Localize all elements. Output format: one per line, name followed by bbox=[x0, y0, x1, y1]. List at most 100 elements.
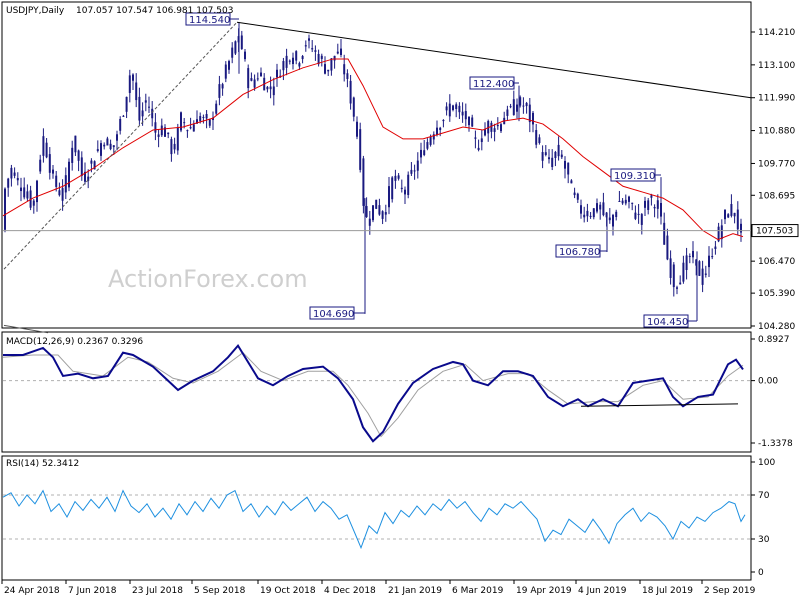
candle-body bbox=[228, 61, 230, 70]
candle-body bbox=[580, 205, 582, 214]
candle-body bbox=[506, 109, 509, 116]
candle-body bbox=[493, 128, 496, 132]
x-tick-label: 6 Mar 2019 bbox=[452, 586, 504, 596]
candle-body bbox=[327, 69, 330, 72]
candle-body bbox=[477, 147, 480, 150]
candle-body bbox=[701, 268, 704, 285]
candle-body bbox=[400, 187, 403, 189]
candle-body bbox=[10, 167, 13, 179]
candle-body bbox=[285, 55, 288, 68]
candle-body bbox=[647, 200, 650, 210]
candle-body bbox=[711, 256, 714, 258]
candle-body bbox=[544, 152, 547, 155]
candle-body bbox=[324, 64, 326, 74]
candle-body bbox=[148, 106, 150, 108]
x-tick-label: 21 Jan 2019 bbox=[388, 586, 442, 596]
candle-body bbox=[176, 127, 179, 151]
falling-trendline bbox=[236, 21, 752, 99]
candle-body bbox=[196, 119, 198, 124]
candle-body bbox=[4, 188, 6, 230]
candle-body bbox=[538, 137, 541, 143]
candle-body bbox=[180, 112, 182, 131]
candle-body bbox=[100, 143, 102, 156]
candle-body bbox=[541, 152, 544, 161]
candle-body bbox=[20, 187, 22, 192]
rsi-label: RSI(14) 52.3412 bbox=[6, 459, 79, 469]
candle-body bbox=[628, 196, 630, 202]
candle-body bbox=[404, 189, 406, 195]
candle-body bbox=[727, 214, 730, 218]
candle-body bbox=[500, 124, 502, 132]
candle-body bbox=[570, 180, 573, 184]
price-ytick-label: 105.390 bbox=[758, 289, 795, 299]
candle-body bbox=[557, 144, 560, 157]
candle-body bbox=[311, 48, 314, 50]
price-annotation-label: 114.540 bbox=[189, 15, 230, 26]
candle-body bbox=[599, 204, 602, 210]
candle-body bbox=[45, 142, 48, 158]
candle-body bbox=[250, 78, 253, 81]
candle-body bbox=[452, 105, 454, 111]
candle-body bbox=[724, 209, 726, 220]
candle-body bbox=[87, 176, 90, 181]
candle-body bbox=[122, 115, 125, 117]
rsi-ytick-label: 0 bbox=[758, 568, 764, 578]
candle-body bbox=[551, 157, 554, 168]
candle-body bbox=[634, 212, 637, 219]
candle-body bbox=[231, 47, 234, 58]
chart-ohlc: 107.057 107.547 106.981 107.503 bbox=[76, 6, 233, 16]
candle-body bbox=[301, 56, 304, 60]
candle-body bbox=[359, 129, 362, 170]
candle-body bbox=[304, 45, 307, 47]
candle-body bbox=[413, 170, 416, 172]
candle-body bbox=[356, 121, 358, 137]
candle-body bbox=[218, 84, 221, 98]
candle-body bbox=[484, 129, 486, 136]
candle-body bbox=[346, 73, 349, 79]
candle-body bbox=[548, 157, 550, 160]
candle-body bbox=[349, 80, 352, 104]
candle-body bbox=[192, 124, 195, 132]
candle-body bbox=[583, 214, 586, 218]
candle-body bbox=[509, 106, 512, 108]
candle-body bbox=[36, 180, 38, 203]
candle-body bbox=[512, 99, 515, 116]
candle-body bbox=[138, 96, 141, 121]
macd-ytick-label: -1.3378 bbox=[758, 439, 793, 449]
rsi-panel-frame bbox=[1, 455, 752, 581]
candle-body bbox=[532, 112, 534, 125]
candle-body bbox=[151, 108, 154, 119]
candle-body bbox=[432, 134, 435, 140]
candle-body bbox=[656, 200, 659, 209]
candle-body bbox=[167, 132, 170, 135]
candle-body bbox=[480, 138, 483, 143]
candle-body bbox=[740, 223, 742, 233]
candle-body bbox=[282, 61, 285, 71]
candle-body bbox=[308, 38, 310, 41]
x-tick-label: 5 Sep 2018 bbox=[194, 586, 246, 596]
candle-body bbox=[189, 127, 192, 129]
rsi-ytick-label: 100 bbox=[758, 458, 775, 468]
candle-body bbox=[621, 200, 624, 204]
candle-body bbox=[42, 136, 45, 156]
candle-body bbox=[106, 138, 109, 146]
candle-body bbox=[468, 116, 470, 126]
candle-body bbox=[474, 137, 477, 139]
price-layer: 114.540 112.400 109.310 106.780 104.690 104.4… bbox=[2, 12, 752, 334]
last-price-box bbox=[751, 224, 799, 238]
candle-body bbox=[464, 111, 467, 120]
rsi-ytick-label: 70 bbox=[758, 491, 770, 501]
rising-channel-line bbox=[3, 21, 238, 270]
candle-body bbox=[71, 147, 74, 163]
candle-body bbox=[394, 175, 397, 181]
candle-body bbox=[426, 142, 429, 149]
x-tick-label: 19 Oct 2018 bbox=[260, 586, 316, 596]
candle-body bbox=[624, 199, 627, 204]
candle-body bbox=[224, 64, 227, 79]
candle-body bbox=[64, 175, 67, 193]
candle-body bbox=[74, 135, 77, 153]
candle-body bbox=[471, 117, 474, 127]
rsi-line bbox=[2, 489, 746, 550]
price-ytick-label: 111.990 bbox=[758, 94, 795, 104]
